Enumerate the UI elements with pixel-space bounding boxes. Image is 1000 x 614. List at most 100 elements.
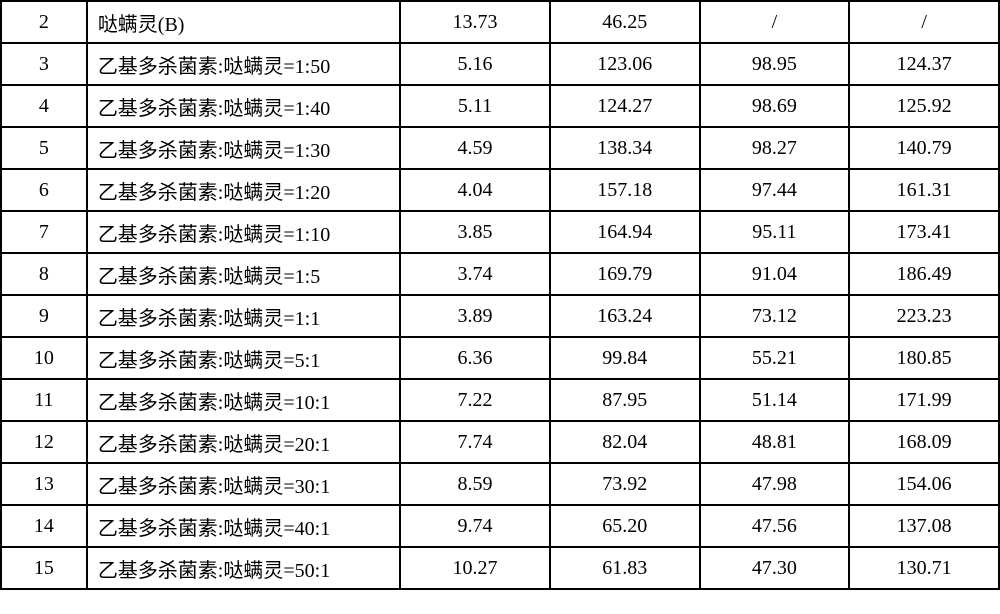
cell-v4: 173.41: [849, 211, 999, 253]
data-table: 2哒螨灵(B)13.7346.25//3乙基多杀菌素:哒螨灵=1:505.161…: [0, 0, 1000, 590]
cell-v3: 47.56: [700, 505, 850, 547]
cell-name: 乙基多杀菌素:哒螨灵=1:40: [87, 85, 400, 127]
cell-v3: 98.69: [700, 85, 850, 127]
cell-name: 乙基多杀菌素:哒螨灵=10:1: [87, 379, 400, 421]
cell-v3: /: [700, 1, 850, 43]
cell-v1: 9.74: [400, 505, 550, 547]
cell-v3: 73.12: [700, 295, 850, 337]
cell-v4: 223.23: [849, 295, 999, 337]
cell-v2: 164.94: [550, 211, 700, 253]
cell-v2: 61.83: [550, 547, 700, 589]
cell-v1: 5.11: [400, 85, 550, 127]
cell-name: 哒螨灵(B): [87, 1, 400, 43]
cell-idx: 13: [1, 463, 87, 505]
cell-v4: 140.79: [849, 127, 999, 169]
table-row: 11乙基多杀菌素:哒螨灵=10:17.2287.9551.14171.99: [1, 379, 999, 421]
cell-v2: 169.79: [550, 253, 700, 295]
cell-v4: 125.92: [849, 85, 999, 127]
cell-v4: 186.49: [849, 253, 999, 295]
table-row: 9乙基多杀菌素:哒螨灵=1:13.89163.2473.12223.23: [1, 295, 999, 337]
cell-v2: 138.34: [550, 127, 700, 169]
cell-v2: 87.95: [550, 379, 700, 421]
table-row: 6乙基多杀菌素:哒螨灵=1:204.04157.1897.44161.31: [1, 169, 999, 211]
cell-name: 乙基多杀菌素:哒螨灵=1:30: [87, 127, 400, 169]
cell-v1: 8.59: [400, 463, 550, 505]
cell-v4: /: [849, 1, 999, 43]
cell-name: 乙基多杀菌素:哒螨灵=1:10: [87, 211, 400, 253]
cell-v4: 137.08: [849, 505, 999, 547]
cell-name: 乙基多杀菌素:哒螨灵=20:1: [87, 421, 400, 463]
cell-name: 乙基多杀菌素:哒螨灵=50:1: [87, 547, 400, 589]
page-container: { "table": { "column_widths_pct": [8.6, …: [0, 0, 1000, 614]
cell-idx: 14: [1, 505, 87, 547]
cell-v3: 98.95: [700, 43, 850, 85]
cell-v4: 168.09: [849, 421, 999, 463]
cell-idx: 5: [1, 127, 87, 169]
cell-idx: 10: [1, 337, 87, 379]
cell-v1: 4.59: [400, 127, 550, 169]
table-row: 7乙基多杀菌素:哒螨灵=1:103.85164.9495.11173.41: [1, 211, 999, 253]
table-row: 10乙基多杀菌素:哒螨灵=5:16.3699.8455.21180.85: [1, 337, 999, 379]
cell-idx: 6: [1, 169, 87, 211]
cell-v1: 5.16: [400, 43, 550, 85]
cell-v3: 48.81: [700, 421, 850, 463]
cell-v2: 82.04: [550, 421, 700, 463]
table-row: 12乙基多杀菌素:哒螨灵=20:17.7482.0448.81168.09: [1, 421, 999, 463]
cell-v1: 3.85: [400, 211, 550, 253]
cell-v4: 171.99: [849, 379, 999, 421]
cell-v1: 3.74: [400, 253, 550, 295]
cell-idx: 15: [1, 547, 87, 589]
table-row: 2哒螨灵(B)13.7346.25//: [1, 1, 999, 43]
cell-v2: 124.27: [550, 85, 700, 127]
cell-v2: 123.06: [550, 43, 700, 85]
cell-v3: 97.44: [700, 169, 850, 211]
cell-v3: 55.21: [700, 337, 850, 379]
cell-v2: 73.92: [550, 463, 700, 505]
cell-name: 乙基多杀菌素:哒螨灵=30:1: [87, 463, 400, 505]
cell-idx: 9: [1, 295, 87, 337]
cell-v3: 91.04: [700, 253, 850, 295]
cell-v2: 157.18: [550, 169, 700, 211]
cell-name: 乙基多杀菌素:哒螨灵=40:1: [87, 505, 400, 547]
cell-v1: 7.22: [400, 379, 550, 421]
cell-v1: 13.73: [400, 1, 550, 43]
cell-v3: 47.30: [700, 547, 850, 589]
table-row: 15乙基多杀菌素:哒螨灵=50:110.2761.8347.30130.71: [1, 547, 999, 589]
cell-v4: 124.37: [849, 43, 999, 85]
cell-v1: 4.04: [400, 169, 550, 211]
cell-idx: 3: [1, 43, 87, 85]
cell-name: 乙基多杀菌素:哒螨灵=1:5: [87, 253, 400, 295]
table-row: 13乙基多杀菌素:哒螨灵=30:18.5973.9247.98154.06: [1, 463, 999, 505]
cell-v3: 95.11: [700, 211, 850, 253]
cell-idx: 4: [1, 85, 87, 127]
cell-v1: 3.89: [400, 295, 550, 337]
cell-idx: 8: [1, 253, 87, 295]
cell-v2: 163.24: [550, 295, 700, 337]
table-row: 5乙基多杀菌素:哒螨灵=1:304.59138.3498.27140.79: [1, 127, 999, 169]
table-row: 3乙基多杀菌素:哒螨灵=1:505.16123.0698.95124.37: [1, 43, 999, 85]
table-row: 8乙基多杀菌素:哒螨灵=1:53.74169.7991.04186.49: [1, 253, 999, 295]
cell-v2: 46.25: [550, 1, 700, 43]
cell-name: 乙基多杀菌素:哒螨灵=1:50: [87, 43, 400, 85]
cell-v4: 130.71: [849, 547, 999, 589]
cell-v4: 161.31: [849, 169, 999, 211]
cell-idx: 11: [1, 379, 87, 421]
table-body: 2哒螨灵(B)13.7346.25//3乙基多杀菌素:哒螨灵=1:505.161…: [1, 1, 999, 589]
cell-v1: 6.36: [400, 337, 550, 379]
cell-idx: 7: [1, 211, 87, 253]
cell-idx: 12: [1, 421, 87, 463]
cell-name: 乙基多杀菌素:哒螨灵=1:20: [87, 169, 400, 211]
table-row: 4乙基多杀菌素:哒螨灵=1:405.11124.2798.69125.92: [1, 85, 999, 127]
table-row: 14乙基多杀菌素:哒螨灵=40:19.7465.2047.56137.08: [1, 505, 999, 547]
cell-v4: 154.06: [849, 463, 999, 505]
cell-v2: 65.20: [550, 505, 700, 547]
cell-v1: 10.27: [400, 547, 550, 589]
cell-name: 乙基多杀菌素:哒螨灵=5:1: [87, 337, 400, 379]
cell-name: 乙基多杀菌素:哒螨灵=1:1: [87, 295, 400, 337]
cell-v4: 180.85: [849, 337, 999, 379]
cell-v1: 7.74: [400, 421, 550, 463]
cell-v3: 47.98: [700, 463, 850, 505]
cell-idx: 2: [1, 1, 87, 43]
cell-v2: 99.84: [550, 337, 700, 379]
cell-v3: 51.14: [700, 379, 850, 421]
